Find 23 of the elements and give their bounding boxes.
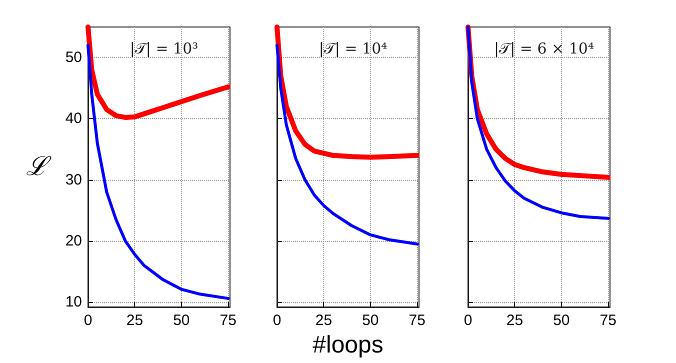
x-tick-label: 25 — [315, 312, 332, 329]
line-series — [86, 44, 230, 300]
y-tick-label: 40 — [65, 110, 82, 128]
text: |𝒯| = 6 × 10⁴ — [494, 40, 594, 58]
x-tick-label: 75 — [220, 312, 236, 329]
x-tick-label: 50 — [553, 312, 570, 329]
x-tick-label: 75 — [408, 312, 426, 329]
x-tick-label: 75 — [600, 312, 616, 329]
x-tick-label: 25 — [506, 312, 524, 329]
x-tick-label: 0 — [84, 312, 92, 329]
y-tick-label: 20 — [65, 232, 82, 250]
text: |𝒯| = 10³ — [130, 40, 198, 58]
y-tick-label: 50 — [65, 49, 82, 66]
x-tick-label: 0 — [272, 312, 282, 329]
y-axis-title: ℒ — [26, 152, 52, 182]
y-tick-label: 30 — [65, 171, 82, 188]
x-tick-label: 25 — [126, 312, 144, 329]
x-tick-label: 0 — [464, 312, 472, 329]
x-tick-label: 50 — [173, 312, 190, 329]
x-tick-label: 50 — [362, 312, 379, 329]
text: |𝒯| = 10⁴ — [318, 40, 388, 58]
x-axis-title: #loops — [312, 332, 384, 358]
y-tick-label: 10 — [65, 294, 82, 311]
